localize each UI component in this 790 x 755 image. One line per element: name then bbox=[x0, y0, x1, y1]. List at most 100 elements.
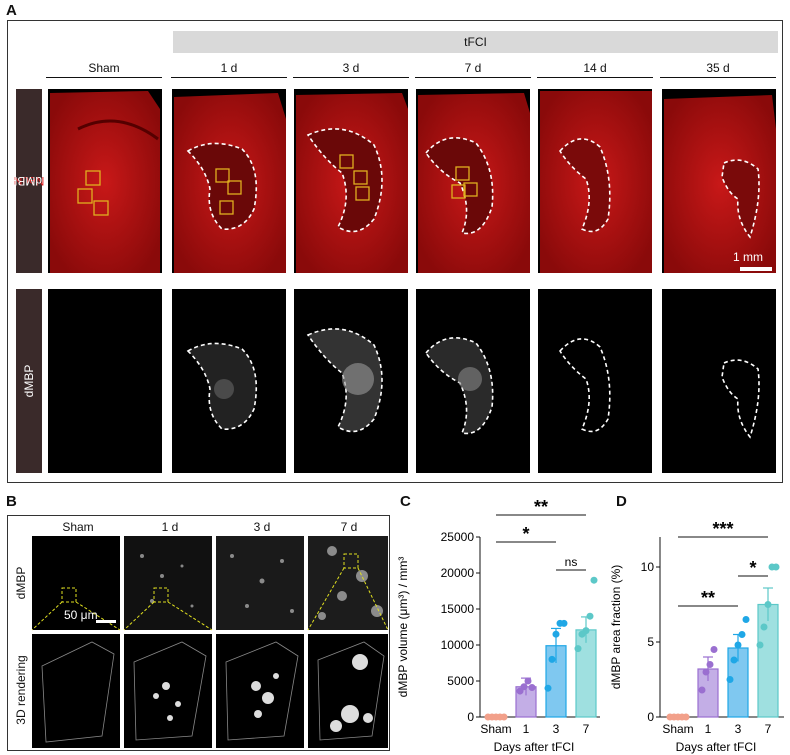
data-point bbox=[582, 627, 590, 635]
dmbp-image-14d bbox=[538, 289, 652, 473]
tfci-group-label: tFCI bbox=[173, 31, 778, 53]
data-point bbox=[560, 619, 568, 627]
b-col-label-sham: Sham bbox=[62, 520, 94, 534]
significance-label: ns bbox=[565, 555, 578, 569]
data-point bbox=[520, 683, 528, 691]
dmbp-image-7d bbox=[416, 289, 530, 473]
col-underline bbox=[46, 77, 162, 78]
panel-b-letter: B bbox=[6, 493, 17, 510]
b-scale-bar-label: 50 μm bbox=[64, 608, 98, 622]
col-label-3d: 3 d bbox=[342, 61, 360, 75]
data-point bbox=[500, 713, 508, 721]
x-tick-label: 1 bbox=[523, 722, 530, 736]
neun-image-sham bbox=[48, 89, 162, 273]
y-tick-label: 5 bbox=[647, 635, 654, 649]
data-point bbox=[698, 686, 706, 694]
panel-c-letter: C bbox=[400, 493, 411, 510]
significance-label: ** bbox=[534, 497, 548, 517]
data-point bbox=[710, 646, 718, 653]
data-point bbox=[524, 677, 532, 685]
b-3d-blobs bbox=[153, 654, 373, 732]
data-point bbox=[552, 630, 560, 638]
y-axis-label: dMBP area fraction (%) bbox=[609, 565, 623, 690]
data-point bbox=[738, 631, 746, 638]
data-point bbox=[734, 641, 742, 649]
b-row-label-dmbp-text: dMBP bbox=[14, 566, 28, 600]
b-col-label-7d: 7 d bbox=[340, 520, 358, 534]
dmbp-image-35d bbox=[662, 289, 776, 473]
y-axis-label: dMBP volume (μm³) / mm³ bbox=[396, 557, 410, 698]
significance-label: * bbox=[522, 524, 529, 544]
data-point bbox=[726, 676, 734, 683]
b-row-label-3d-text: 3D rendering bbox=[14, 655, 28, 725]
data-point bbox=[764, 601, 772, 608]
col-label-14d: 14 d bbox=[583, 61, 607, 75]
data-point bbox=[682, 713, 690, 721]
data-point bbox=[590, 576, 598, 584]
data-point bbox=[756, 641, 764, 649]
dmbp-image-3d bbox=[294, 289, 408, 473]
bar-7 bbox=[575, 629, 597, 718]
neun-image-row bbox=[48, 89, 776, 273]
y-tick-label: 0 bbox=[467, 710, 474, 724]
y-tick-label: 15000 bbox=[441, 602, 475, 616]
col-underline bbox=[415, 77, 531, 78]
x-tick-label: 1 bbox=[705, 722, 712, 736]
x-tick-label: Sham bbox=[480, 722, 511, 736]
y-tick-label: 0 bbox=[647, 710, 654, 724]
panel-a-frame: tFCI Sham 1 d 3 d 7 d 14 d 35 d NeuN / d… bbox=[7, 20, 783, 483]
neun-image-3d bbox=[294, 89, 408, 273]
neun-image-35d bbox=[662, 89, 776, 273]
b-dmbp-1d bbox=[124, 536, 212, 630]
panel-b-images bbox=[32, 536, 388, 748]
significance-label: *** bbox=[712, 519, 733, 539]
b-dmbp-sham bbox=[32, 536, 120, 630]
b-scale-bar bbox=[96, 620, 116, 623]
data-point bbox=[702, 668, 710, 676]
b-col-label-3d: 3 d bbox=[253, 520, 271, 534]
row-label-dmbp-suffix: / dMBP bbox=[9, 174, 49, 188]
chart-d: 0 5 10 dMBP area fraction (%) Sham 1 3 7 Days af… bbox=[609, 519, 784, 754]
dmbp-image-sham bbox=[48, 289, 162, 473]
b-3d-3d bbox=[216, 634, 304, 748]
data-point bbox=[742, 616, 750, 623]
data-point bbox=[574, 645, 582, 653]
x-tick-label: 3 bbox=[735, 722, 742, 736]
panel-d-letter: D bbox=[616, 493, 627, 510]
b-roi-1d bbox=[153, 587, 169, 603]
b-roi-sham bbox=[61, 587, 77, 603]
data-point bbox=[586, 612, 594, 620]
dmbp-image-row bbox=[48, 289, 776, 473]
b-col-label-1d: 1 d bbox=[161, 520, 179, 534]
b-dmbp-3d bbox=[216, 536, 304, 630]
significance-label: * bbox=[749, 558, 756, 578]
b-3d-boxes bbox=[41, 641, 385, 743]
data-point bbox=[772, 563, 780, 571]
y-tick-label: 10 bbox=[641, 560, 655, 574]
x-axis-label: Days after tFCI bbox=[676, 740, 757, 754]
row-label-dmbp-text: dMBP bbox=[22, 364, 36, 398]
y-tick-label: 5000 bbox=[447, 674, 474, 688]
col-label-35d: 35 d bbox=[706, 61, 730, 75]
b-roi-7d bbox=[343, 553, 359, 569]
b-3d-7d bbox=[308, 634, 388, 748]
y-tick-label: 10000 bbox=[441, 638, 475, 652]
y-tick-label: 20000 bbox=[441, 566, 475, 580]
row-label-neun-dmbp: NeuN / dMBP bbox=[9, 89, 49, 273]
b-row-label-dmbp: dMBP bbox=[10, 536, 32, 630]
significance-label: ** bbox=[701, 588, 715, 608]
col-label-sham: Sham bbox=[88, 61, 120, 75]
x-tick-label: 7 bbox=[583, 722, 590, 736]
x-tick-label: 3 bbox=[553, 722, 560, 736]
dmbp-image-1d bbox=[172, 289, 286, 473]
col-underline bbox=[293, 77, 409, 78]
neun-image-7d bbox=[416, 89, 530, 273]
data-point bbox=[528, 683, 536, 691]
col-underline bbox=[537, 77, 653, 78]
bar-7 bbox=[757, 603, 779, 718]
neun-image-1d bbox=[172, 89, 286, 273]
data-point bbox=[760, 623, 768, 631]
b-3d-sham bbox=[32, 634, 120, 748]
data-point bbox=[544, 684, 552, 692]
x-tick-label: Sham bbox=[662, 722, 693, 736]
